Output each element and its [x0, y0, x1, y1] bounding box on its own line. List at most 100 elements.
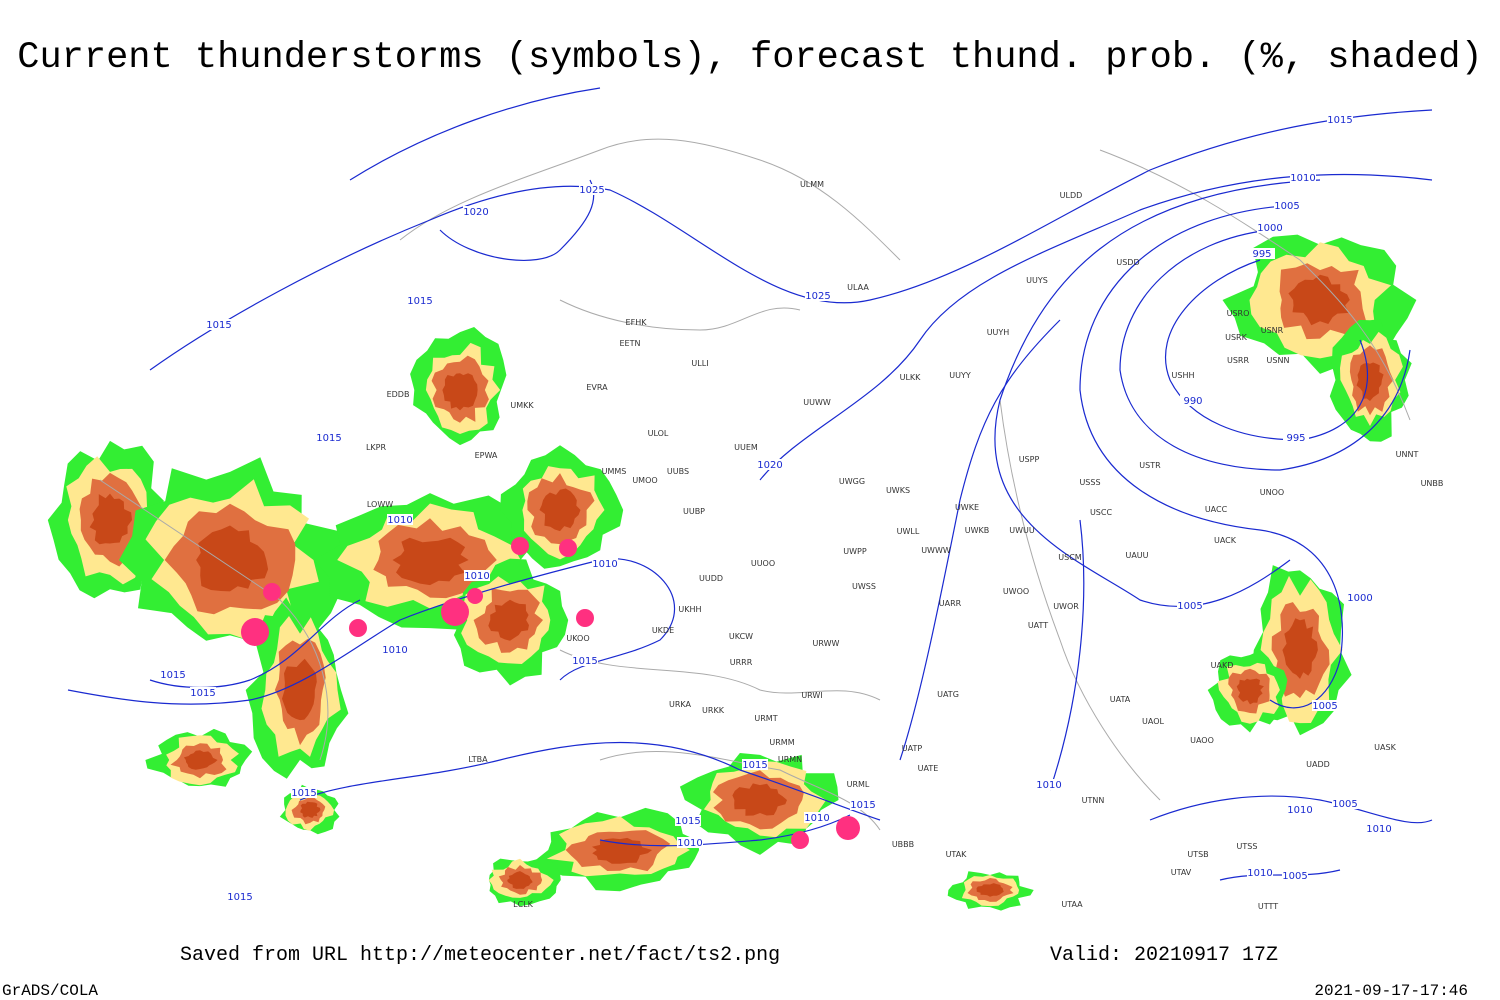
isobar-label: 995 — [1286, 433, 1305, 444]
station-label: EETN — [620, 339, 641, 348]
isobar-label: 1015 — [206, 320, 231, 331]
shade-level — [539, 488, 581, 532]
shade-level — [507, 871, 533, 889]
isobar-label: 1010 — [804, 813, 829, 824]
isobar-label-bg — [1257, 222, 1283, 233]
station-label: USHH — [1172, 371, 1195, 380]
isobar-label: 1015 — [291, 788, 316, 799]
isobar-label: 1010 — [1036, 780, 1061, 791]
station-label: UMOO — [632, 476, 657, 485]
station-label: UUBS — [667, 467, 689, 476]
isobar-label: 1010 — [382, 645, 407, 656]
isobar-label-bg — [1180, 395, 1206, 406]
isobar-label: 1020 — [463, 207, 488, 218]
station-label: ULAA — [847, 283, 869, 292]
station-label: UUEM — [734, 443, 758, 452]
station-label: UUBP — [683, 507, 705, 516]
station-label: UKDE — [652, 626, 674, 635]
station-label: URWI — [801, 691, 822, 700]
isobar-label-bg — [190, 687, 216, 698]
station-label: URKK — [702, 706, 725, 715]
isobar-labels: 1015 1010 1005 1000 995 990 995 1025 1020 1025 101… — [160, 114, 1392, 903]
isobar-label: 1010 — [464, 571, 489, 582]
station-label: UTAK — [946, 850, 968, 859]
station-label: UUDD — [699, 574, 723, 583]
isobar-label: 1005 — [1282, 871, 1307, 882]
station-label: ULMM — [800, 180, 824, 189]
isobar-label: 1015 — [742, 760, 767, 771]
shade-level — [1282, 618, 1318, 679]
isobar-label-bg — [1287, 804, 1313, 815]
isobar-label-bg — [160, 669, 186, 680]
isobar-label-bg — [464, 570, 490, 581]
station-label: URMT — [754, 714, 777, 723]
shade-level — [196, 525, 269, 592]
isobar-label-bg — [742, 759, 768, 770]
station-label: LCLK — [513, 900, 534, 909]
station-label: ULLI — [691, 359, 708, 368]
isobar-label-bg — [1366, 823, 1392, 834]
station-label: UNBB — [1421, 479, 1444, 488]
station-label: UWKE — [955, 503, 979, 512]
station-label: USRO — [1227, 309, 1250, 318]
station-label: UWKB — [965, 526, 990, 535]
isobar-label-bg — [382, 644, 408, 655]
station-label: UMMS — [602, 467, 627, 476]
station-label: LKPR — [366, 443, 387, 452]
shade-level — [1288, 274, 1350, 326]
station-label: UKCW — [729, 632, 753, 641]
isobar-label: 1010 — [1287, 805, 1312, 816]
isobar-label: 1015 — [316, 433, 341, 444]
station-label: UASK — [1374, 743, 1396, 752]
station-label: EDDB — [387, 390, 410, 399]
station-label: UUYY — [949, 371, 971, 380]
station-label: UACC — [1205, 505, 1228, 514]
title: Current thunderstorms (symbols), forecas… — [17, 37, 1482, 79]
shade-level — [282, 658, 317, 721]
isobar-label: 995 — [1252, 249, 1271, 260]
isobar-label: 1015 — [227, 892, 252, 903]
isobar-label-bg — [1274, 200, 1300, 211]
station-label: UUOO — [751, 559, 775, 568]
isobar-label: 1005 — [1274, 201, 1299, 212]
station-label: UUWW — [803, 398, 831, 407]
station-label: USNN — [1267, 356, 1290, 365]
isobar-label-bg — [757, 459, 783, 470]
isobar-label-bg — [1283, 432, 1309, 443]
station-label: USDD — [1116, 258, 1139, 267]
station-label: UTSB — [1187, 850, 1208, 859]
isobar-label: 1005 — [1312, 701, 1337, 712]
isobar-label: 1010 — [592, 559, 617, 570]
station-label: URWW — [813, 639, 840, 648]
station-labels: ULMM ULDD USDD ULAA UUYS EFHK EETN UUYH ULLI ULKK… — [366, 180, 1443, 911]
isobar-label: 1015 — [160, 670, 185, 681]
station-label: UWOO — [1003, 587, 1029, 596]
station-label: UMKK — [510, 401, 534, 410]
station-label: UUYS — [1026, 276, 1048, 285]
isobar-label-bg — [1247, 867, 1273, 878]
isobar-label: 1010 — [1366, 824, 1391, 835]
station-label: UATG — [937, 690, 959, 699]
isobar-label-bg — [1290, 172, 1316, 183]
station-label: UWLL — [897, 527, 920, 536]
isobar-label-bg — [407, 295, 433, 306]
isobar-label-bg — [572, 655, 598, 666]
station-label: UTSS — [1237, 842, 1258, 851]
shade-level — [392, 537, 469, 586]
station-label: USRR — [1227, 356, 1249, 365]
isobar-label-bg — [1249, 248, 1275, 259]
station-label: UNNT — [1396, 450, 1419, 459]
station-label: UATP — [902, 744, 923, 753]
isobar-label: 1010 — [1290, 173, 1315, 184]
station-label: UATT — [1028, 621, 1048, 630]
station-label: URMN — [778, 755, 802, 764]
shade-level — [183, 750, 218, 770]
isobar-label-bg — [463, 206, 489, 217]
station-label: UWKS — [886, 486, 910, 495]
station-label: UTNN — [1082, 796, 1105, 805]
isobar-label: 1020 — [757, 460, 782, 471]
station-label: UTTT — [1258, 902, 1278, 911]
station-label: UACK — [1214, 536, 1237, 545]
station-label: UKHH — [678, 605, 701, 614]
shade-level — [732, 783, 787, 816]
